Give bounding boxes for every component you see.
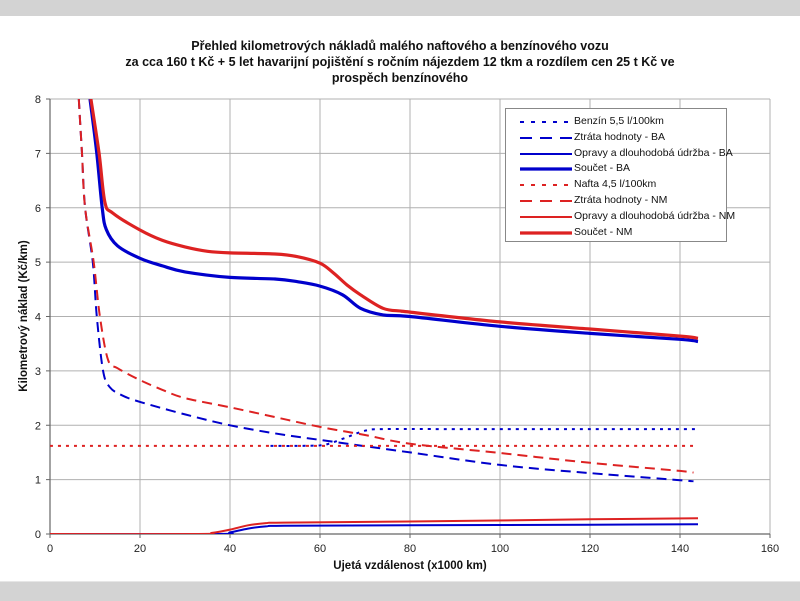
legend: Benzín 5,5 l/100km Ztráta hodnoty - BA Opr… bbox=[505, 108, 735, 242]
x-tick-label: 120 bbox=[581, 543, 599, 555]
legend-swatch bbox=[520, 136, 572, 139]
series-line-5 bbox=[77, 99, 694, 474]
series-line-6 bbox=[50, 517, 699, 534]
legend-item: Součet - BA bbox=[506, 161, 728, 177]
y-tick-label: 7 bbox=[35, 148, 41, 160]
top-frame-band bbox=[0, 0, 800, 16]
legend-label: Benzín 5,5 l/100km bbox=[574, 115, 664, 127]
legend-label: Ztráta hodnoty - BA bbox=[574, 130, 666, 143]
legend-label: Součet - BA bbox=[574, 162, 631, 175]
series-line-3 bbox=[88, 99, 699, 344]
y-tick-label: 2 bbox=[35, 420, 41, 432]
series-line-7 bbox=[89, 99, 699, 340]
y-tick-label: 8 bbox=[35, 94, 41, 106]
legend-swatch bbox=[520, 184, 572, 187]
legend-swatch bbox=[520, 230, 572, 235]
x-tick-label: 60 bbox=[314, 543, 326, 555]
legend-item: Ztráta hodnoty - NM bbox=[506, 193, 728, 209]
x-tick-label: 40 bbox=[224, 543, 236, 555]
y-tick-label: 6 bbox=[35, 203, 41, 215]
chart-title-line: Přehled kilometrových nákladů malého naf… bbox=[191, 39, 609, 53]
legend-label: Opravy a dlouhodobá údržba - BA bbox=[574, 146, 733, 159]
y-tick-label: 4 bbox=[35, 312, 41, 324]
x-tick-label: 140 bbox=[671, 543, 689, 555]
legend-item: Ztráta hodnoty - BA bbox=[506, 130, 728, 146]
y-axis-label: Kilometrový náklad (Kč/km) bbox=[18, 240, 30, 392]
y-tick-label: 1 bbox=[35, 475, 41, 487]
legend-item: Nafta 4,5 l/100km bbox=[506, 177, 728, 193]
y-tick-label: 0 bbox=[35, 529, 41, 541]
legend-swatch bbox=[520, 215, 572, 218]
legend-item: Opravy a dlouhodobá údržba - BA bbox=[506, 146, 733, 162]
legend-item: Benzín 5,5 l/100km bbox=[506, 114, 728, 130]
y-tick-label: 5 bbox=[35, 257, 41, 269]
bottom-frame-band bbox=[0, 581, 800, 601]
chart-subtitle: za cca 160 t Kč + 5 let havarijní pojišt… bbox=[125, 55, 675, 85]
x-tick-label: 100 bbox=[491, 543, 509, 555]
legend-label: Součet - NM bbox=[574, 225, 633, 238]
x-tick-label: 80 bbox=[404, 543, 416, 555]
series-line-0 bbox=[270, 427, 698, 447]
chart-title: Přehled kilometrových nákladů malého naf… bbox=[100, 38, 700, 86]
x-tick-label: 20 bbox=[134, 543, 146, 555]
legend-swatch bbox=[520, 200, 572, 202]
legend-label: Opravy a dlouhodobá údržba - NM bbox=[574, 209, 736, 222]
x-axis-label: Ujetá vzdálenost (x1000 km) bbox=[333, 560, 487, 572]
legend-swatch bbox=[520, 167, 572, 171]
legend-item: Opravy a dlouhodobá údržba - NM bbox=[506, 209, 735, 225]
series-lines bbox=[50, 99, 699, 534]
legend-label: Nafta 4,5 l/100km bbox=[574, 178, 657, 191]
legend-swatch bbox=[520, 152, 572, 155]
legend-item: Součet - NM bbox=[506, 225, 728, 241]
y-tick-label: 3 bbox=[35, 366, 41, 378]
legend-swatch bbox=[520, 121, 572, 123]
series-line-2 bbox=[50, 523, 699, 534]
x-tick-label: 0 bbox=[47, 543, 53, 555]
legend-label: Ztráta hodnoty - NM bbox=[574, 194, 668, 206]
tick-labels: 0 20 40 60 80 100 120 140 160 0 1 2 3 4 5 6 7 8 bbox=[35, 94, 779, 555]
x-tick-label: 160 bbox=[761, 543, 779, 555]
